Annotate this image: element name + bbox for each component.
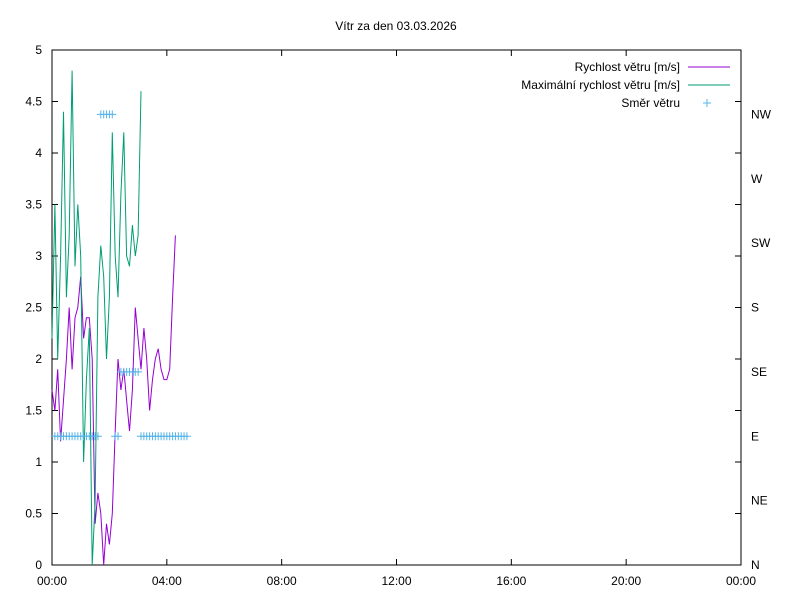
y2-tick-label: SE (751, 365, 767, 379)
y2-tick-label: S (751, 301, 759, 315)
x-tick-label: 04:00 (152, 574, 182, 588)
x-tick-label: 00:00 (37, 574, 67, 588)
legend-swatch (703, 99, 711, 107)
direction-point (93, 432, 102, 441)
y2-tick-label: NE (751, 494, 768, 508)
direction-point (114, 432, 123, 441)
legend: Rychlost větru [m/s] Maximální rychlost v… (521, 60, 730, 110)
x-axis: 00:00 04:00 08:00 12:00 16:00 20:00 00:00 (37, 50, 756, 588)
x-tick-label: 12:00 (381, 574, 411, 588)
legend-label: Rychlost větru [m/s] (575, 60, 680, 74)
direction-point (134, 367, 143, 376)
y-tick-label: 5 (35, 43, 42, 57)
y-tick-label: 2 (35, 352, 42, 366)
y2-axis: N NE E SE S SW W NW (751, 107, 772, 572)
y-axis: 0 0.5 1 1.5 2 2.5 3 3.5 4 4.5 5 (25, 43, 741, 572)
y-tick-label: 0.5 (25, 507, 42, 521)
chart-title: Vítr za den 03.03.2026 (335, 19, 457, 33)
series-line-wind-speed (51, 235, 176, 566)
y-tick-label: 2.5 (25, 301, 42, 315)
y2-tick-label: SW (751, 236, 771, 250)
y2-tick-label: W (751, 172, 763, 186)
direction-point (182, 432, 191, 441)
y2-tick-label: NW (751, 107, 772, 121)
legend-label: Maximální rychlost větru [m/s] (521, 78, 680, 92)
direction-point (108, 110, 117, 119)
x-tick-label: 16:00 (496, 574, 526, 588)
x-tick-label: 00:00 (726, 574, 756, 588)
y-tick-label: 3 (35, 249, 42, 263)
y-tick-label: 3.5 (25, 198, 42, 212)
series-layer (50, 70, 191, 566)
x-tick-label: 20:00 (611, 574, 641, 588)
x-tick-label: 08:00 (267, 574, 297, 588)
y-tick-label: 4 (35, 146, 42, 160)
y2-tick-label: N (751, 558, 760, 572)
y-tick-label: 4.5 (25, 95, 42, 109)
y-tick-label: 0 (35, 558, 42, 572)
y-tick-label: 1.5 (25, 404, 42, 418)
legend-label: Směr větru (621, 96, 680, 110)
y-tick-label: 1 (35, 455, 42, 469)
plot-frame (51, 49, 742, 566)
series-line-max-wind-speed (51, 70, 142, 566)
y2-tick-label: E (751, 429, 759, 443)
